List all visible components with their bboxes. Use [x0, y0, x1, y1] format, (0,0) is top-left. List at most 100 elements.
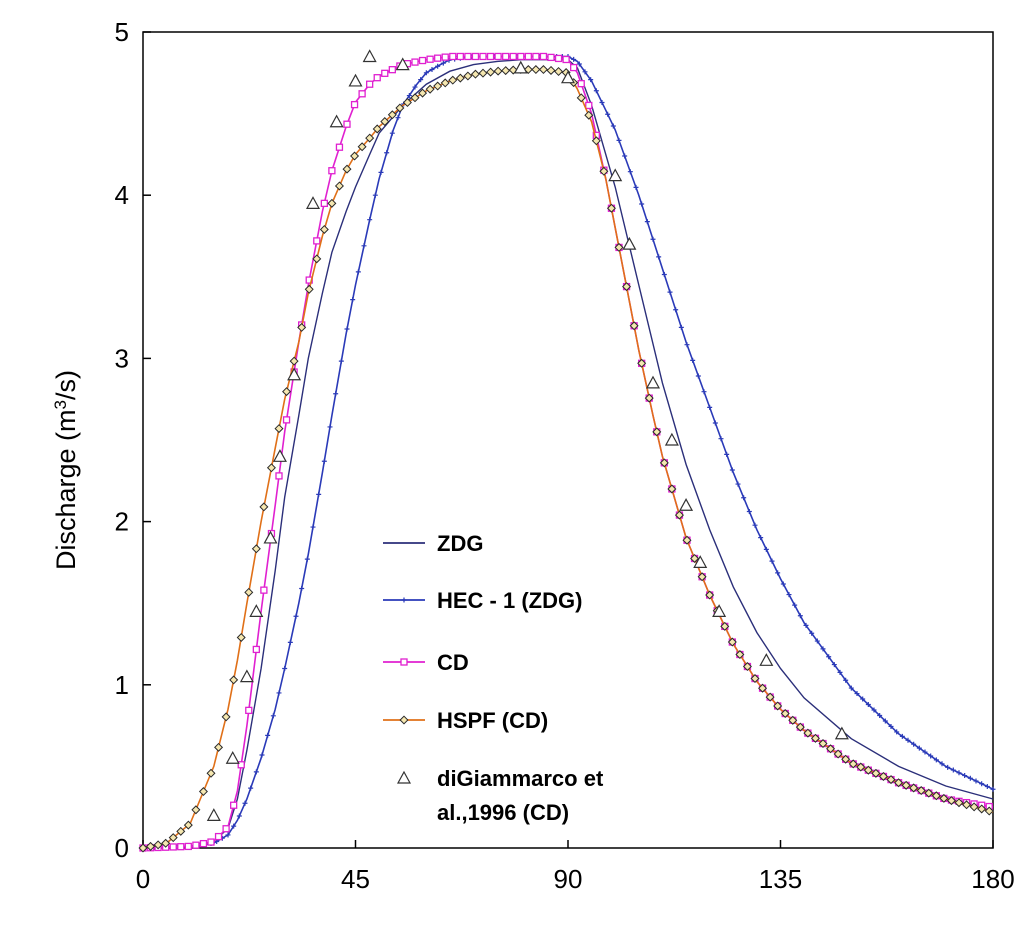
legend-item: diGiammarco et al.,1996 (CD)	[396, 766, 604, 825]
series-marker	[637, 358, 647, 368]
series-marker	[809, 630, 815, 636]
series-marker	[350, 100, 359, 109]
x-tick-label: 90	[554, 864, 583, 894]
series-marker	[207, 838, 215, 846]
series-marker	[501, 66, 511, 76]
series-marker	[380, 117, 390, 127]
series-marker	[797, 613, 803, 619]
series-marker	[524, 52, 532, 61]
series-marker	[367, 217, 373, 223]
series-marker	[786, 592, 792, 598]
series-line	[142, 59, 994, 849]
series-marker	[282, 665, 288, 671]
series-marker	[252, 645, 260, 654]
series-marker	[752, 522, 758, 528]
series-marker	[690, 553, 700, 563]
data-point	[608, 168, 623, 182]
series-marker	[259, 502, 269, 512]
data-point	[329, 114, 344, 128]
series-marker	[946, 796, 956, 806]
y-tick-label: 0	[115, 833, 129, 863]
series-layer	[138, 49, 996, 853]
y-tick-label: 2	[115, 507, 129, 537]
series-marker	[584, 110, 594, 120]
series-marker	[429, 67, 435, 73]
series-marker	[327, 198, 337, 208]
series-marker	[661, 272, 667, 278]
series-marker	[610, 123, 616, 129]
series-marker	[251, 544, 261, 554]
series-marker	[911, 741, 917, 747]
series-marker	[410, 93, 420, 103]
series-marker	[276, 690, 282, 696]
series-marker	[471, 52, 480, 61]
series-marker	[547, 53, 555, 62]
series-marker	[344, 326, 350, 332]
series-marker	[327, 424, 333, 430]
series-marker	[729, 467, 735, 473]
series-marker	[418, 77, 424, 83]
series-marker	[843, 677, 849, 683]
series-marker	[582, 69, 588, 75]
data-point	[664, 432, 679, 446]
series-marker	[697, 572, 707, 582]
series-marker	[780, 709, 790, 719]
series-marker	[576, 93, 586, 103]
series-marker	[644, 393, 654, 403]
data-point	[679, 498, 694, 511]
series-marker	[464, 52, 472, 61]
series-marker	[373, 74, 381, 82]
series-marker	[320, 199, 328, 208]
series-marker	[939, 761, 945, 767]
series-marker	[956, 770, 962, 776]
series-marker	[138, 843, 148, 853]
series-marker	[901, 780, 911, 790]
series-marker	[402, 97, 412, 108]
series-marker	[924, 788, 934, 798]
series-marker	[792, 602, 798, 608]
series-line	[142, 55, 994, 849]
series-marker	[682, 535, 692, 545]
series-marker	[470, 69, 480, 79]
series-marker	[342, 164, 352, 174]
series-marker	[746, 508, 752, 514]
legend-label: ZDG	[437, 531, 483, 556]
series-marker	[735, 650, 745, 660]
series-marker	[585, 101, 593, 110]
series-marker	[146, 841, 156, 851]
series-marker	[389, 130, 395, 136]
series-marker	[231, 823, 237, 829]
data-point	[834, 726, 849, 740]
series-marker	[225, 832, 231, 838]
series-marker	[350, 297, 356, 303]
series-marker	[848, 685, 854, 691]
x-tick-label: 45	[341, 864, 370, 894]
series-marker	[894, 729, 900, 735]
series-marker	[841, 754, 851, 764]
series-marker	[539, 52, 548, 61]
series-marker	[350, 151, 360, 161]
series-marker	[440, 60, 446, 66]
series-marker	[406, 93, 412, 99]
series-marker	[304, 556, 310, 562]
series-marker	[973, 778, 979, 784]
series-marker	[701, 389, 707, 395]
series-marker	[695, 373, 701, 379]
series-marker	[742, 662, 752, 672]
series-marker	[222, 825, 230, 833]
series-marker	[656, 254, 662, 260]
series-hspf-cd	[138, 65, 994, 853]
series-marker	[184, 842, 192, 851]
series-marker	[644, 219, 650, 225]
series-marker	[335, 143, 344, 151]
series-marker	[168, 833, 178, 843]
series-marker	[826, 654, 832, 660]
series-marker	[788, 715, 798, 725]
series-marker	[765, 692, 775, 702]
series-marker	[395, 103, 405, 113]
series-marker	[365, 133, 375, 143]
series-marker	[916, 745, 922, 751]
series-marker	[425, 84, 435, 94]
